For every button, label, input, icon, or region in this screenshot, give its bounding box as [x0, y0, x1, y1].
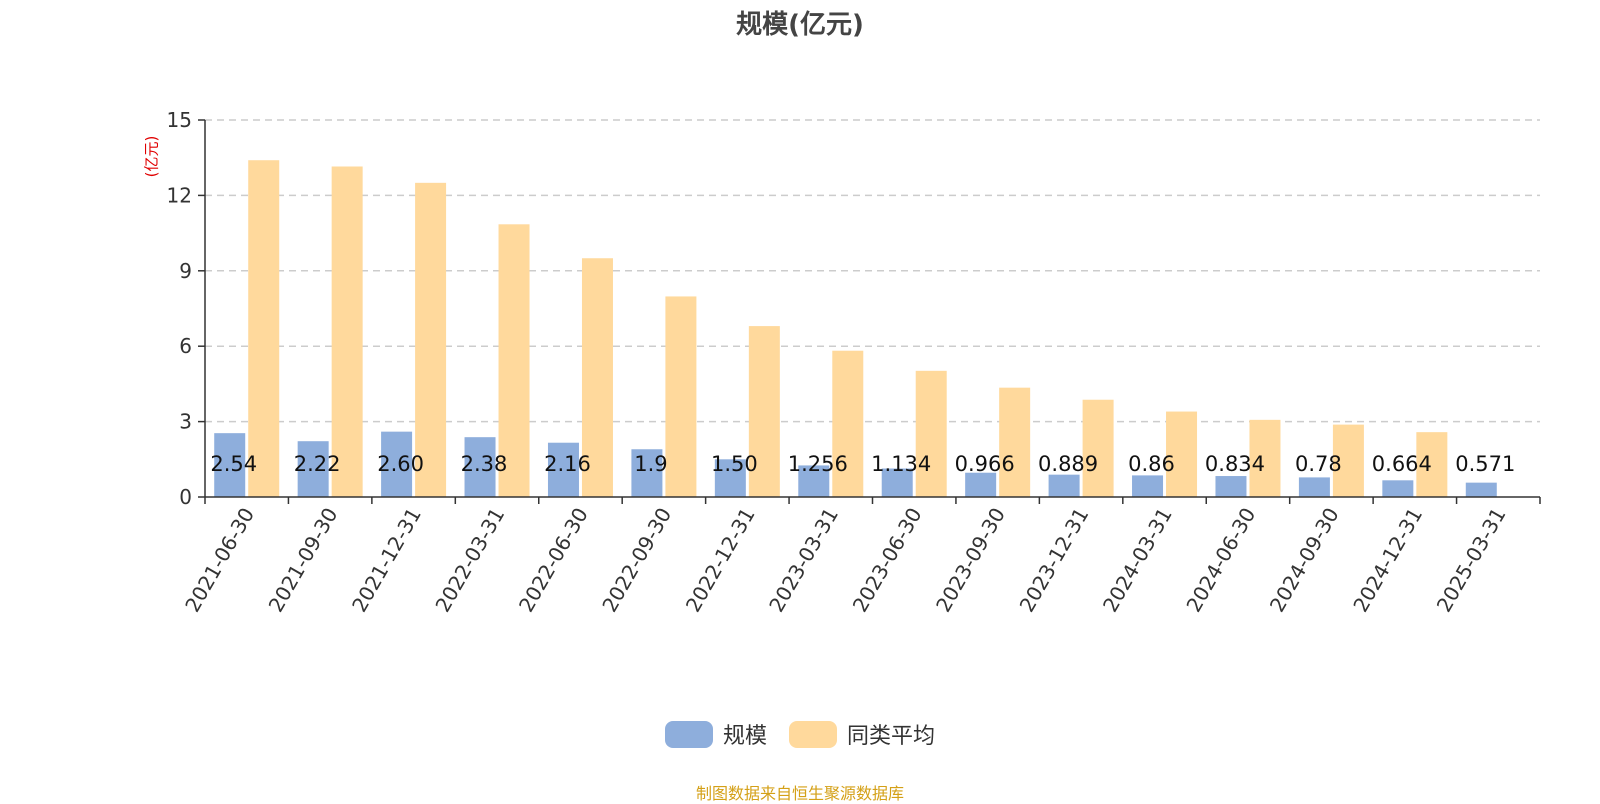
bar-peer-average [1332, 424, 1364, 497]
data-label-scale: 2.54 [210, 452, 257, 476]
x-tick-label: 2022-12-31 [681, 504, 760, 617]
data-label-scale: 2.16 [544, 452, 591, 476]
data-label-scale: 1.256 [788, 452, 848, 476]
bar-peer-average [999, 387, 1031, 497]
bar-scale [1298, 477, 1330, 497]
bar-peer-average [331, 166, 363, 497]
y-tick-label: 15 [167, 108, 192, 132]
data-label-scale: 1.134 [871, 452, 931, 476]
data-label-scale: 1.9 [634, 452, 667, 476]
bar-scale [464, 437, 496, 497]
y-tick-label: 6 [179, 334, 192, 358]
x-tick-label: 2021-09-30 [264, 504, 343, 617]
legend-label-scale: 规模 [722, 724, 767, 749]
bar-peer-average [1249, 419, 1281, 497]
bar-scale [881, 468, 913, 497]
data-label-scale: 0.571 [1455, 452, 1515, 476]
bar-peer-average [1166, 411, 1198, 497]
legend-swatch-peer-average [789, 720, 837, 748]
legend-label-peer-average: 同类平均 [847, 724, 936, 749]
legend-item-scale[interactable]: 规模 [664, 718, 767, 750]
x-tick-label: 2022-06-30 [514, 504, 593, 617]
x-tick-label: 2024-06-30 [1181, 504, 1260, 617]
legend-item-peer-average[interactable]: 同类平均 [789, 718, 935, 750]
data-label-scale: 0.889 [1038, 452, 1098, 476]
bar-peer-average [665, 296, 697, 497]
x-tick-label: 2023-06-30 [848, 504, 927, 617]
bar-scale [965, 472, 997, 497]
bar-scale [1382, 480, 1414, 497]
bar-scale [297, 441, 329, 497]
bar-peer-average [1082, 399, 1114, 497]
x-tick-label: 2024-09-30 [1265, 504, 1344, 617]
bar-scale [1215, 476, 1247, 497]
data-label-scale: 2.60 [377, 452, 424, 476]
y-tick-label: 12 [167, 183, 192, 207]
y-tick-label: 0 [179, 485, 192, 509]
bar-scale [381, 431, 413, 497]
x-tick-label: 2023-09-30 [931, 504, 1010, 617]
bar-peer-average [832, 350, 864, 497]
bar-peer-average [415, 182, 447, 498]
legend: 规模 同类平均 [0, 718, 1600, 750]
x-tick-label: 2024-12-31 [1348, 504, 1427, 617]
y-tick-label: 9 [179, 259, 192, 283]
bar-peer-average [748, 326, 780, 497]
data-label-scale: 0.834 [1205, 452, 1265, 476]
data-label-scale: 2.38 [461, 452, 508, 476]
bar-scale [547, 442, 579, 497]
x-tick-label: 2021-12-31 [347, 504, 426, 617]
bar-scale [1132, 475, 1164, 497]
data-label-scale: 0.86 [1128, 452, 1175, 476]
bar-peer-average [498, 224, 530, 497]
bar-peer-average [248, 160, 280, 498]
data-label-scale: 1.50 [711, 452, 758, 476]
x-tick-label: 2023-12-31 [1015, 504, 1094, 617]
x-tick-label: 2023-03-31 [764, 504, 843, 617]
data-label-scale: 0.78 [1295, 452, 1342, 476]
y-tick-label: 3 [179, 410, 192, 434]
x-tick-label: 2021-06-30 [180, 504, 259, 617]
data-label-scale: 0.966 [955, 452, 1015, 476]
legend-swatch-scale [664, 720, 713, 748]
bar-peer-average [915, 370, 947, 497]
data-label-scale: 0.664 [1372, 452, 1432, 476]
bar-scale [1048, 474, 1080, 497]
bar-peer-average [581, 258, 613, 497]
x-tick-label: 2025-03-31 [1432, 504, 1511, 617]
data-label-scale: 2.22 [294, 452, 341, 476]
bar-scale [214, 433, 246, 497]
bar-scale [631, 449, 663, 497]
x-tick-label: 2024-03-31 [1098, 504, 1177, 617]
bar-scale [714, 459, 746, 497]
bar-peer-average [1416, 432, 1448, 497]
chart-title: 规模(亿元) [736, 10, 864, 40]
x-tick-label: 2022-03-31 [430, 504, 509, 617]
bar-scale [798, 465, 830, 497]
data-source-note: 制图数据来自恒生聚源数据库 [695, 784, 904, 803]
x-tick-label: 2022-09-30 [597, 504, 676, 617]
bar-scale [1465, 482, 1497, 497]
